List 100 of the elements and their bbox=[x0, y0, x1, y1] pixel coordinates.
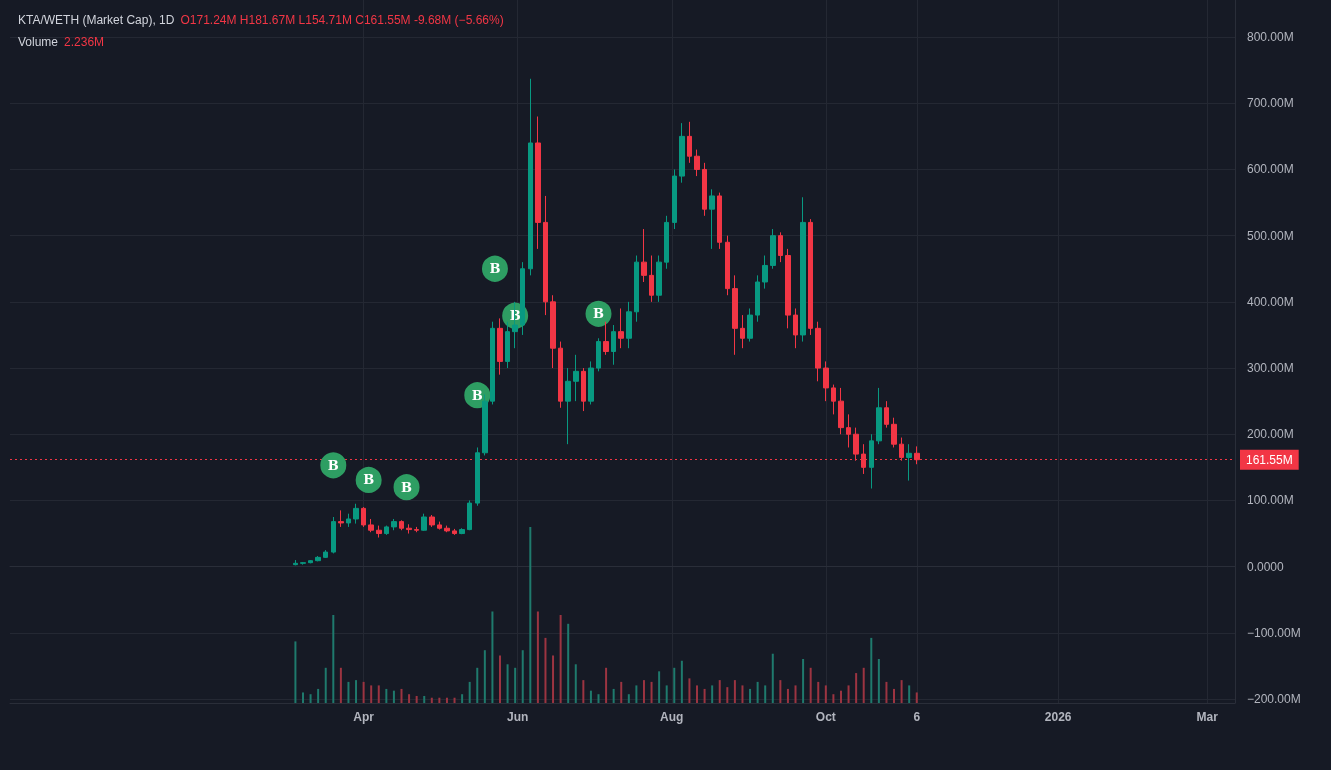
candlestick bbox=[323, 549, 328, 559]
candlestick bbox=[687, 121, 692, 164]
bar bbox=[900, 680, 903, 703]
bar bbox=[673, 667, 676, 703]
bar bbox=[658, 671, 661, 703]
bar bbox=[665, 685, 668, 703]
bar bbox=[438, 697, 441, 703]
bar bbox=[552, 655, 555, 703]
candlestick bbox=[558, 341, 563, 409]
candlestick bbox=[520, 261, 525, 336]
x-tick-label: 2026 bbox=[1044, 710, 1072, 724]
bar bbox=[415, 695, 418, 703]
candlestick bbox=[725, 235, 730, 296]
candlestick bbox=[672, 168, 677, 230]
bar bbox=[711, 685, 714, 703]
y-tick-label: −200.00M bbox=[1247, 692, 1301, 707]
bar bbox=[589, 690, 592, 703]
candlestick bbox=[823, 360, 829, 402]
candlestick bbox=[891, 417, 897, 448]
y-tick-label: 0.0000 bbox=[1247, 559, 1285, 574]
candlestick bbox=[747, 307, 753, 343]
bar bbox=[430, 697, 433, 703]
bar bbox=[794, 685, 797, 703]
bar bbox=[476, 667, 479, 703]
bar bbox=[642, 680, 645, 703]
candlestick bbox=[702, 162, 707, 217]
ref-line-label: 161.55M bbox=[1246, 452, 1293, 467]
bar bbox=[445, 697, 448, 703]
bar bbox=[756, 681, 759, 703]
candlestick bbox=[732, 274, 738, 356]
bar bbox=[400, 688, 403, 703]
bar bbox=[885, 681, 888, 703]
candlestick bbox=[293, 559, 298, 566]
candlestick bbox=[346, 513, 351, 528]
bar bbox=[597, 694, 600, 703]
bar bbox=[635, 685, 638, 703]
bar bbox=[764, 685, 767, 703]
bar bbox=[824, 685, 827, 703]
x-tick-label: 6 bbox=[913, 710, 921, 724]
candlestick bbox=[565, 367, 571, 445]
annotation: B bbox=[489, 261, 501, 277]
bar bbox=[612, 688, 615, 703]
candlestick bbox=[634, 255, 639, 323]
candlestick bbox=[664, 215, 669, 270]
bar bbox=[703, 688, 706, 703]
candlestick bbox=[338, 509, 344, 528]
candlestick bbox=[459, 527, 465, 535]
bar bbox=[832, 694, 835, 703]
bar bbox=[309, 694, 312, 703]
candlestick bbox=[641, 228, 647, 283]
bar bbox=[862, 667, 865, 703]
candlestick bbox=[596, 337, 601, 372]
candlestick bbox=[475, 446, 480, 507]
candlestick bbox=[361, 506, 366, 528]
bar bbox=[521, 650, 524, 703]
bar bbox=[870, 637, 873, 703]
bar bbox=[771, 653, 774, 703]
x-tick-label: Jun bbox=[507, 710, 529, 724]
candlestick bbox=[876, 387, 882, 445]
candlestick bbox=[406, 523, 412, 535]
candlestick bbox=[384, 525, 389, 536]
candlestick bbox=[331, 516, 336, 554]
y-tick-label: −100.00M bbox=[1247, 625, 1301, 640]
bar bbox=[347, 681, 350, 703]
bar bbox=[786, 688, 789, 703]
candlestick bbox=[694, 149, 700, 177]
text: O171.24M H181.67M L154.71M C161.55M -9.68M (−5.66%) bbox=[180, 13, 504, 27]
bar bbox=[680, 660, 683, 703]
candlestick bbox=[505, 321, 510, 369]
y-tick-label: 700.00M bbox=[1247, 96, 1294, 111]
bar bbox=[817, 681, 820, 703]
candlestick bbox=[512, 301, 518, 349]
bar bbox=[408, 694, 411, 703]
bar bbox=[499, 655, 501, 703]
bar bbox=[362, 681, 365, 703]
candlestick bbox=[467, 499, 472, 531]
candlestick bbox=[368, 518, 374, 533]
x-tick-label: Mar bbox=[1196, 710, 1219, 724]
candlestick bbox=[535, 116, 541, 250]
text: KTA/WETH (Market Cap), 1D bbox=[18, 13, 175, 27]
x-tick-label: Aug bbox=[660, 710, 684, 724]
candlestick bbox=[679, 122, 685, 184]
bar bbox=[332, 615, 335, 703]
bar bbox=[688, 678, 691, 703]
bar bbox=[908, 685, 911, 703]
bar bbox=[877, 659, 880, 703]
bar bbox=[324, 667, 327, 703]
y-tick-label: 800.00M bbox=[1247, 30, 1294, 45]
candlestick bbox=[884, 400, 889, 429]
bar bbox=[468, 681, 471, 703]
bar bbox=[491, 611, 494, 703]
y-tick-label: 600.00M bbox=[1247, 162, 1294, 177]
candlestick bbox=[611, 324, 616, 366]
candlestick bbox=[831, 384, 836, 415]
bar bbox=[627, 694, 630, 703]
candlestick bbox=[846, 413, 851, 448]
y-tick-label: 100.00M bbox=[1247, 493, 1294, 508]
bar bbox=[605, 667, 608, 703]
candlestick bbox=[717, 192, 722, 250]
bar bbox=[779, 680, 782, 703]
